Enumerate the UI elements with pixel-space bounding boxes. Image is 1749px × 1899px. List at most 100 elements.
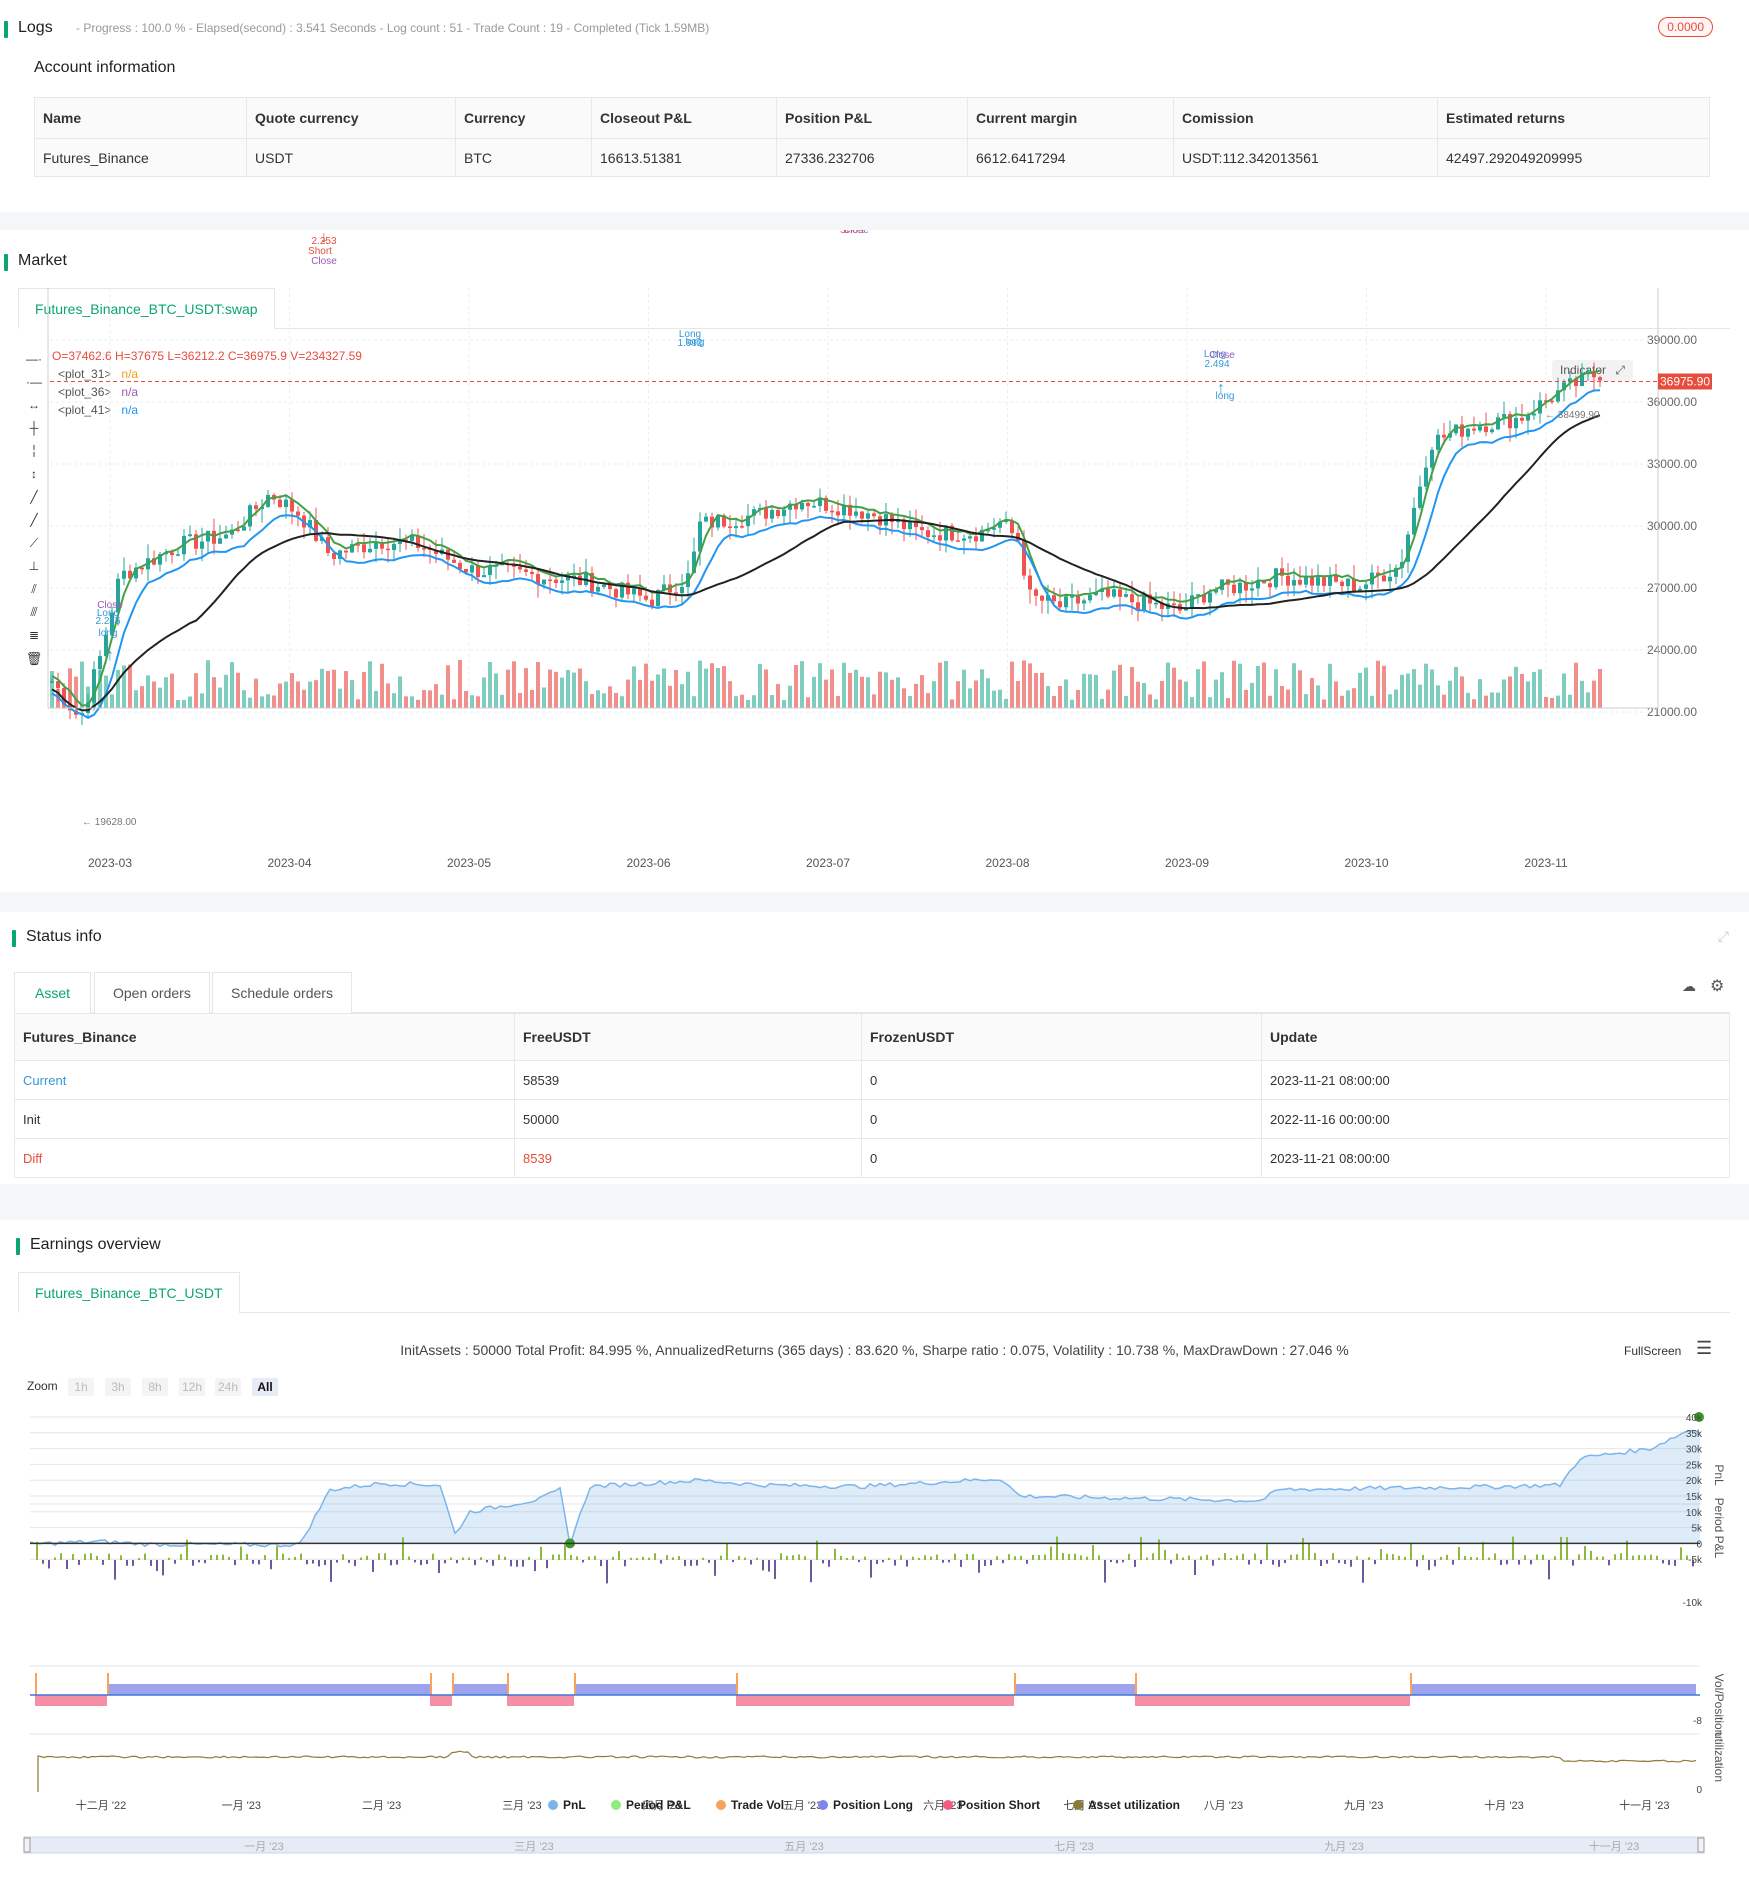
zoom-24h[interactable]: 24h [215,1378,241,1396]
parallel-channel-icon[interactable]: ⫽ [31,582,37,596]
candle-body [848,504,852,516]
gear-icon[interactable]: ⚙ [1710,978,1725,995]
period-bar [948,1560,950,1563]
candle-body [1196,594,1200,596]
horizontal-line-icon[interactable]: —· [26,352,42,366]
volume-bar [1202,661,1206,708]
trade-annotation: long [99,628,118,639]
candlestick-chart[interactable]: short2.253ShortCloseshort1.979ShortClose… [0,230,1749,892]
volume-bar [1250,682,1254,708]
extended-line-icon[interactable]: ↔ [28,398,40,412]
period-bar [654,1553,656,1560]
vertical-line-icon[interactable]: ┼ [29,421,39,435]
zoom-all[interactable]: All [252,1378,278,1396]
trend-line-icon[interactable]: ╱ [30,490,38,504]
fib-icon[interactable]: ⫻ [30,605,38,619]
period-bar [1170,1560,1172,1564]
horizontal-ray-icon[interactable]: ·— [26,375,42,389]
period-bar [138,1557,140,1560]
asset-table: Futures_Binance FreeUSDT FrozenUSDT Upda… [14,1013,1730,1178]
period-bar [486,1560,488,1563]
candle-body [1586,372,1590,375]
segment-icon[interactable]: ⟋ [29,536,39,550]
cell: BTC [455,138,592,177]
tab-earnings-symbol[interactable]: Futures_Binance_BTC_USDT [18,1272,240,1313]
candle-body [464,569,468,573]
position-long-block [574,1684,736,1695]
candle-body [806,502,810,507]
candle-body [1316,577,1320,586]
candle-body [206,530,210,542]
period-bar [1518,1560,1520,1565]
period-bar [1272,1560,1274,1565]
period-bar [660,1560,662,1564]
trash-icon[interactable]: 🗑 [25,651,43,666]
volume-bar [1568,694,1572,708]
volume-bar [254,678,258,708]
period-bar [630,1557,632,1560]
cell: 58539 [514,1060,862,1100]
trade-annotation: Long [97,608,119,619]
period-bar [738,1556,740,1560]
status-title: Status info [12,928,102,947]
zoom-8h[interactable]: 8h [142,1378,168,1396]
volume-bar [338,688,342,708]
zoom-12h[interactable]: 12h [179,1378,205,1396]
volume-bar [128,664,132,708]
menu-icon[interactable]: ☰ [1696,1338,1713,1358]
fullscreen-button[interactable]: FullScreen [1624,1344,1681,1358]
trade-annotation: long [1216,391,1235,402]
period-bar [1632,1555,1634,1560]
zoom-1h[interactable]: 1h [68,1378,94,1396]
volume-bar [1418,684,1422,708]
y-tick-label: 21000.00 [1647,705,1697,719]
volume-bar [650,680,654,708]
y-tick-label: 33000.00 [1647,457,1697,471]
period-bar [1512,1536,1514,1560]
cloud-download-icon[interactable]: ☁ [1682,978,1696,994]
candle-body [800,502,804,510]
table-row: Diff 8539 0 2023-11-21 08:00:00 [14,1138,1730,1178]
status-badge: 0.0000 [1658,17,1713,37]
volume-bar [626,679,630,708]
candle-body [476,565,480,578]
vertical-segment-icon[interactable]: ╎ [30,444,38,458]
logs-progress: - Progress : 100.0 % - Elapsed(second) :… [76,21,710,35]
candle-body [1136,602,1140,610]
tab-open-orders[interactable]: Open orders [94,972,210,1013]
period-bar [684,1560,686,1567]
volume-bar [740,694,744,708]
period-bar [1194,1560,1196,1575]
volume-bar [152,681,156,708]
ma-mid-line [51,389,1601,719]
period-bar [1602,1556,1604,1560]
volume-bar [1514,666,1518,708]
period-bar [678,1556,680,1560]
earnings-chart[interactable]: 40k 35k 30k 25k 20k 15k 10k 5k 0 -5k -10k -8 0 PnL Per… [0,1400,1749,1899]
candle-body [434,549,438,555]
zoom-3h[interactable]: 3h [105,1378,131,1396]
candle-body [344,550,348,553]
period-bar [864,1556,866,1560]
period-bar [366,1555,368,1560]
period-bar [294,1556,296,1560]
period-bar [396,1560,398,1565]
col-margin: Current margin [967,97,1174,139]
tab-market-symbol[interactable]: Futures_Binance_BTC_USDT:swap [18,288,275,329]
period-bar [1404,1556,1406,1560]
volume-bar [356,699,360,708]
volume-bar [710,663,714,708]
fib-levels-icon[interactable]: ≣ [28,628,40,642]
ray-line-icon[interactable]: ╱ [30,513,38,527]
price-line-icon[interactable]: ⊥ [28,559,40,573]
legend-item: Trade Vol [731,1798,784,1812]
period-bar [246,1554,248,1560]
tab-asset[interactable]: Asset [14,972,92,1013]
candle-body [980,529,984,542]
vertical-ray-icon[interactable]: ↕ [31,467,37,481]
fullscreen-icon[interactable]: ⤢ [1717,928,1729,944]
cell: 8539 [514,1138,862,1178]
candle-body [962,538,966,541]
tab-schedule-orders[interactable]: Schedule orders [212,972,352,1013]
period-bar [1332,1553,1334,1560]
